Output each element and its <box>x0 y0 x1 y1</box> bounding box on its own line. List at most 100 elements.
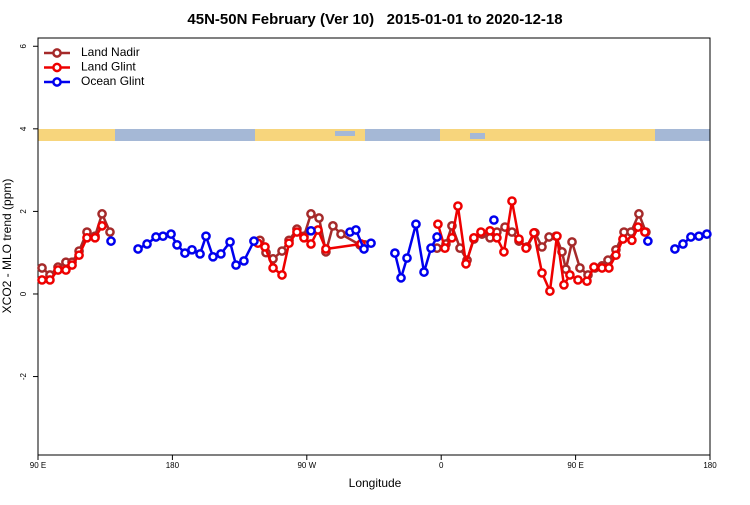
data-point <box>514 234 524 244</box>
data-point <box>61 265 71 275</box>
land-mask-strip <box>38 129 710 141</box>
data-point <box>277 246 287 256</box>
y-tick-label: 4 <box>19 126 28 131</box>
data-point <box>321 244 331 254</box>
data-point <box>521 243 531 254</box>
data-point <box>306 225 316 236</box>
data-point <box>678 239 688 249</box>
data-point <box>640 227 650 237</box>
data-point <box>440 243 450 254</box>
data-point <box>314 213 324 223</box>
plot-frame <box>37 37 711 456</box>
data-point <box>292 227 302 237</box>
data-point <box>633 222 643 232</box>
data-point <box>45 275 55 285</box>
data-point <box>567 237 577 247</box>
y-tick-label: -2 <box>19 372 28 380</box>
data-point <box>702 229 712 239</box>
data-point <box>90 232 100 243</box>
data-point <box>37 263 47 273</box>
data-point <box>537 242 547 252</box>
data-point <box>299 232 309 243</box>
data-point <box>670 244 680 254</box>
data-point <box>158 231 168 242</box>
data-point <box>604 263 614 273</box>
data-point <box>268 263 278 273</box>
data-point <box>476 227 486 237</box>
data-point <box>37 275 47 285</box>
data-point <box>366 238 376 249</box>
data-point <box>627 235 637 246</box>
x-tick-label: 180 <box>703 461 717 470</box>
data-point <box>426 243 436 254</box>
series-line <box>42 200 646 296</box>
data-point <box>53 265 63 275</box>
data-point <box>565 270 575 280</box>
data-point <box>336 229 346 239</box>
y-tick-label: 6 <box>19 43 28 48</box>
legend-marker <box>52 62 62 73</box>
data-point <box>225 237 235 247</box>
data-point <box>231 260 241 270</box>
data-point <box>582 276 592 287</box>
data-point <box>552 231 562 242</box>
y-axis-label: XCO2 - MLO trend (ppm) <box>0 179 14 314</box>
data-point <box>453 201 463 211</box>
data-point <box>686 232 696 242</box>
x-tick-label: 180 <box>166 461 180 470</box>
data-point <box>105 227 115 237</box>
data-point <box>82 232 92 243</box>
legend-label: Land Glint <box>81 60 136 74</box>
y-tick-label: 0 <box>19 291 28 296</box>
data-point <box>433 219 443 230</box>
data-point <box>239 256 249 266</box>
data-point <box>106 236 116 246</box>
data-point <box>277 270 287 280</box>
chart-title: 45N-50N February (Ver 10) 2015-01-01 to … <box>187 11 562 28</box>
data-point <box>208 251 218 262</box>
data-point <box>432 232 442 242</box>
data-point <box>328 221 338 231</box>
y-tick-label: 2 <box>19 209 28 214</box>
data-point <box>97 221 107 231</box>
data-point <box>507 196 517 206</box>
data-point <box>489 215 499 225</box>
data-point <box>249 236 259 246</box>
data-point <box>260 242 270 252</box>
data-point <box>575 263 585 273</box>
legend-marker <box>52 48 62 58</box>
data-point <box>74 250 84 261</box>
data-point <box>359 244 369 254</box>
data-point <box>559 280 569 290</box>
data-point <box>537 268 547 278</box>
data-point <box>306 239 316 249</box>
data-point <box>67 260 77 270</box>
data-point <box>643 236 653 246</box>
data-point <box>97 209 107 219</box>
data-point <box>419 267 429 277</box>
data-point <box>351 225 361 235</box>
data-point <box>142 239 152 249</box>
data-point <box>485 225 495 236</box>
data-point <box>545 286 555 296</box>
data-point <box>589 262 599 272</box>
data-point <box>187 244 197 255</box>
x-tick-label: 0 <box>439 461 444 470</box>
data-point <box>492 232 502 243</box>
data-point <box>411 219 421 230</box>
data-point <box>634 209 644 219</box>
data-point <box>573 275 583 285</box>
data-point <box>166 229 176 239</box>
data-point <box>396 273 406 283</box>
data-point <box>284 238 294 249</box>
data-point <box>201 231 211 242</box>
data-point <box>306 209 316 219</box>
data-point <box>469 232 479 243</box>
legend-label: Land Nadir <box>81 45 140 59</box>
data-point <box>611 250 621 261</box>
data-point <box>461 258 471 269</box>
data-point <box>507 227 517 237</box>
data-point <box>447 232 457 243</box>
